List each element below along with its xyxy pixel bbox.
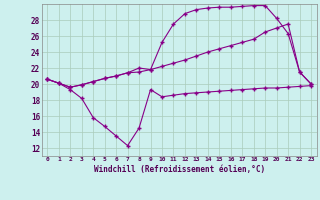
X-axis label: Windchill (Refroidissement éolien,°C): Windchill (Refroidissement éolien,°C): [94, 165, 265, 174]
